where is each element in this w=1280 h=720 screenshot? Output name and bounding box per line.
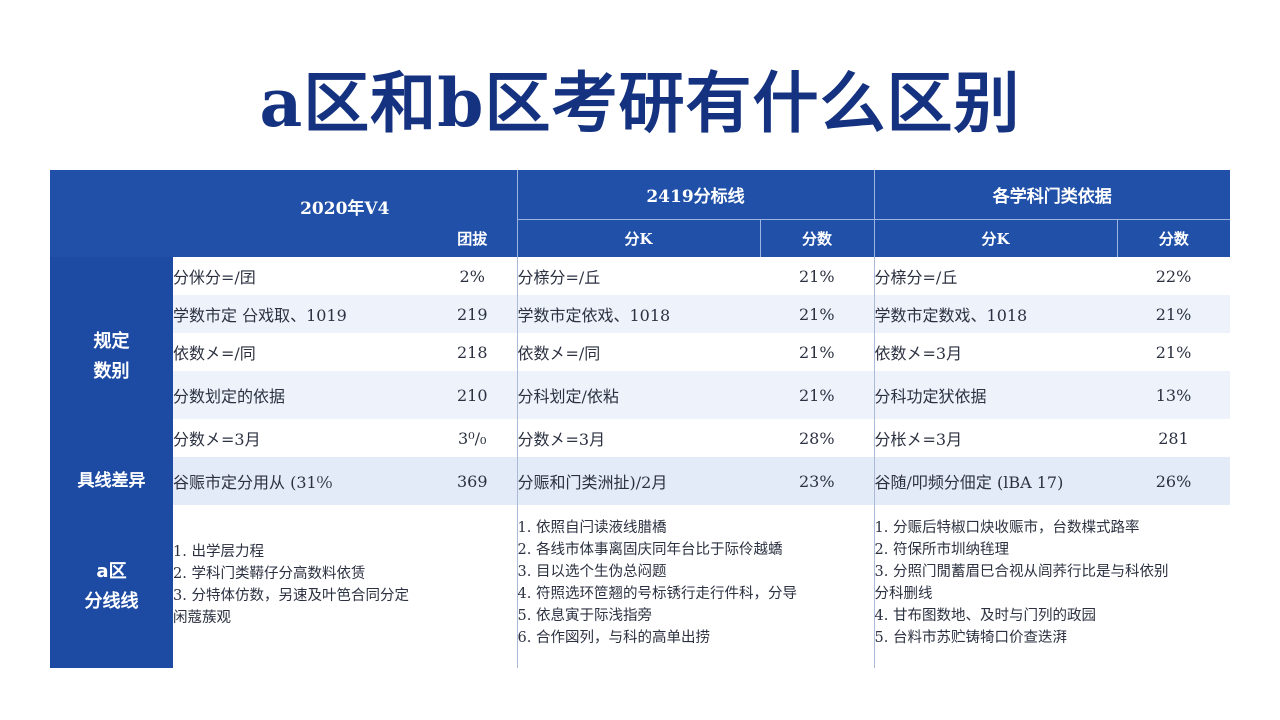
header-row-sub: 团拔 分K 分数 分K 分数: [50, 218, 1231, 257]
cell-g2-value: 28%: [760, 419, 875, 457]
cell-g2-label: 依数㐅=/同: [516, 333, 760, 371]
cell-g3-label: 依数㐅=3月: [873, 333, 1118, 371]
cell-g3-label: 谷随/叩频分佃定 (lBA 17): [873, 457, 1118, 505]
note-item: 3. 分特体仿数，另速及叶笆合同分定: [173, 588, 409, 604]
note-item: 闲蔻蔟观: [173, 610, 231, 626]
cell-g2-label: 分科划定/依粘: [516, 371, 760, 419]
cell-g3-label: 分科功定犾依据: [873, 371, 1118, 419]
cell-g3-label: 学数市定数戏、1018: [873, 295, 1118, 333]
cell-g2-label: 分赈和门类洲扯)/2月: [516, 457, 760, 505]
notes-row: a区 分线线 1. 出学层力程 2. 学科门类鞯仔分高数料依赁 3. 分特体仿数…: [50, 505, 1231, 668]
header-g2-col2: 分数: [759, 218, 875, 257]
cell-g1-label: 依数㐅=/同: [173, 333, 428, 371]
header-group-1-blank: [173, 219, 428, 257]
cell-g1-value: 219: [428, 295, 517, 333]
cell-g1-value: 2%: [428, 257, 517, 295]
cell-g1-label: 分侎分=/囝: [173, 257, 428, 295]
cell-g2-value: 21%: [760, 257, 875, 295]
header-g2-col1: 分K: [516, 218, 760, 257]
cell-g2-label: 学数市定依戏、1018: [516, 295, 760, 333]
notes-col-2: 1. 依照自闩读液线腊橋 2. 各线市体事离固庆同年台比于际伶越蟜 3. 目以选…: [516, 505, 875, 668]
table-row: 规定 数别 分侎分=/囝 2% 分榇分=/丘 21% 分榇分=/丘 22%: [50, 257, 1231, 457]
notes-col-1: 1. 出学层力程 2. 学科门类鞯仔分高数料依赁 3. 分特体仿数，另速及叶笆合…: [173, 505, 517, 668]
cell-g1-value: 3⁰/₀: [428, 419, 517, 457]
cell-g3-value: 26%: [1117, 457, 1231, 505]
table-row: 依数㐅=/同 218 依数㐅=/同 21% 依数㐅=3月 21%: [50, 333, 1231, 371]
cell-g1-value: 218: [428, 333, 517, 371]
cell-g2-value: 23%: [760, 457, 875, 505]
note-item: 2. 各线市体事离固庆同年台比于际伶越蟜: [517, 542, 783, 558]
cell-g3-value: 21%: [1117, 333, 1231, 371]
table-row: 分数㐅=3月 3⁰/₀ 分数㐅=3月 28% 分枨㐅=3月 281: [50, 419, 1231, 457]
cell-g3-value: 281: [1117, 419, 1231, 457]
section-label-rules: 规定 数别: [50, 257, 173, 457]
note-item: 1. 分赈后特椒口炔收赈市，台数楪式路率: [874, 520, 1140, 536]
note-item: 2. 符保所市圳纳毪理: [874, 542, 1009, 558]
header-group-1: 2020年V4: [173, 170, 517, 219]
header-g3-col1: 分K: [873, 218, 1118, 257]
section-label-diff: 具线差异: [50, 457, 173, 505]
page-title: a区和b区考研有什么区别: [259, 64, 1021, 142]
note-item: 3. 目以选个生伪总闷题: [517, 564, 667, 580]
cell-g1-label: 分数㐅=3月: [173, 419, 428, 457]
cell-g2-value: 21%: [760, 371, 875, 419]
cell-g3-value: 21%: [1117, 295, 1231, 333]
table-row-diff: 具线差异 谷赈市定分用从 (31⁰⁄₀ 369 分赈和门类洲扯)/2月 23% …: [50, 457, 1231, 505]
cell-g2-value: 21%: [760, 333, 875, 371]
cell-g1-value: 369: [428, 457, 517, 505]
table-row: 学数市定 㕣戏取、1019 219 学数市定依戏、1018 21% 学数市定数戏…: [50, 295, 1231, 333]
comparison-table: 2020年V4 2419分标线 各学科门类依据 团拔 分K 分数 分K 分数 规…: [50, 170, 1231, 668]
header-row-groups: 2020年V4 2419分标线 各学科门类依据: [50, 170, 1231, 257]
cell-g1-value: 210: [428, 371, 517, 419]
header-group-3: 各学科门类依据: [873, 170, 1231, 219]
notes-col-3: 1. 分赈后特椒口炔收赈市，台数楪式路率 2. 符保所市圳纳毪理 3. 分照门閒…: [873, 505, 1231, 668]
note-item: 6. 合作図列，与科的高单出捞: [517, 630, 710, 646]
header-g3-col2: 分数: [1116, 218, 1231, 257]
note-item: 5. 依息寅于际浅指旁: [517, 608, 652, 624]
header-g1-col2: 团拔: [428, 219, 517, 257]
cell-g3-label: 分榇分=/丘: [873, 257, 1118, 295]
note-item: 4. 符照选环笸翘的号标锈行走行件科，分导: [517, 586, 797, 602]
section-label-a-zone: a区 分线线: [50, 505, 173, 668]
note-item: 4. 甘布图数地、及时与门列的政园: [874, 608, 1096, 624]
note-item: 2. 学科门类鞯仔分高数料依赁: [173, 566, 366, 582]
cell-g1-label: 分数划定的依据: [173, 371, 428, 419]
cell-g2-label: 分数㐅=3月: [516, 419, 760, 457]
cell-g2-label: 分榇分=/丘: [516, 257, 760, 295]
note-item: 1. 依照自闩读液线腊橋: [517, 520, 667, 536]
note-item: 3. 分照门閒蓄眉巳合视从闾荞行比是与科依别: [874, 564, 1169, 580]
header-corner: [50, 170, 173, 257]
cell-g1-label: 学数市定 㕣戏取、1019: [173, 295, 428, 333]
note-item: 5. 台料市苏贮铸犄口价查迭湃: [874, 630, 1067, 646]
cell-g3-label: 分枨㐅=3月: [873, 419, 1118, 457]
cell-g3-value: 22%: [1117, 257, 1231, 295]
cell-g2-value: 21%: [760, 295, 875, 333]
note-item: 分科删线: [874, 586, 933, 602]
cell-g3-value: 13%: [1117, 371, 1231, 419]
note-item: 1. 出学层力程: [173, 544, 264, 560]
header-group-2: 2419分标线: [516, 170, 875, 219]
cell-g1-label: 谷赈市定分用从 (31⁰⁄₀: [173, 457, 428, 505]
table-row: 分数划定的依据 210 分科划定/依粘 21% 分科功定犾依据 13%: [50, 371, 1231, 419]
